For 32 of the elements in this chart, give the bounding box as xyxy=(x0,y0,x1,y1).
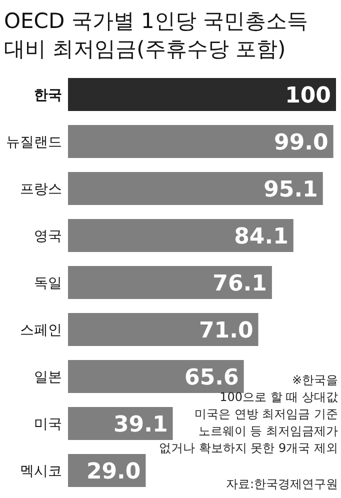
data-label: 99.0 xyxy=(274,130,328,156)
y-tick-label: 스페인 xyxy=(20,322,62,338)
y-tick-label: 한국 xyxy=(34,88,62,104)
y-tick-label: 일본 xyxy=(34,370,62,386)
y-tick-label: 멕시코 xyxy=(20,464,62,480)
bar xyxy=(68,125,334,158)
data-label: 39.1 xyxy=(114,412,168,438)
bar xyxy=(68,313,258,346)
bar xyxy=(68,219,294,252)
title: OECD 국가별 1인당 국민총소득 대비 최저임금(주휴수당 포함) xyxy=(4,9,308,61)
data-label: 29.0 xyxy=(86,460,141,484)
data-label: 71.0 xyxy=(199,318,254,344)
bar xyxy=(68,360,244,393)
annotation: 100으로 할 때 상대값 xyxy=(220,390,338,404)
bar xyxy=(68,172,323,205)
y-tick-label: 영국 xyxy=(34,228,62,244)
annotation: ※한국을 xyxy=(292,373,338,387)
data-label: 95.1 xyxy=(264,178,318,202)
y-tick-label: 독일 xyxy=(34,276,62,292)
annotation: 없거나 확보하지 못한 9개국 제외 xyxy=(159,441,338,455)
data-label: 65.6 xyxy=(184,366,239,390)
y-tick-label: 프랑스 xyxy=(20,182,62,198)
bar xyxy=(68,78,336,111)
bar xyxy=(68,266,272,299)
y-tick-label: 미국 xyxy=(34,416,62,432)
annotation: 노르웨이 등 최저임금제가 xyxy=(198,424,338,438)
data-label: 100 xyxy=(285,84,331,108)
annotation: 미국은 연방 최저임금 기준 xyxy=(194,407,338,421)
data-label: 76.1 xyxy=(212,272,267,296)
annotation: 자료:한국경제연구원 xyxy=(226,477,338,491)
data-label: 84.1 xyxy=(234,224,288,250)
y-tick-label: 뉴질랜드 xyxy=(6,134,62,150)
